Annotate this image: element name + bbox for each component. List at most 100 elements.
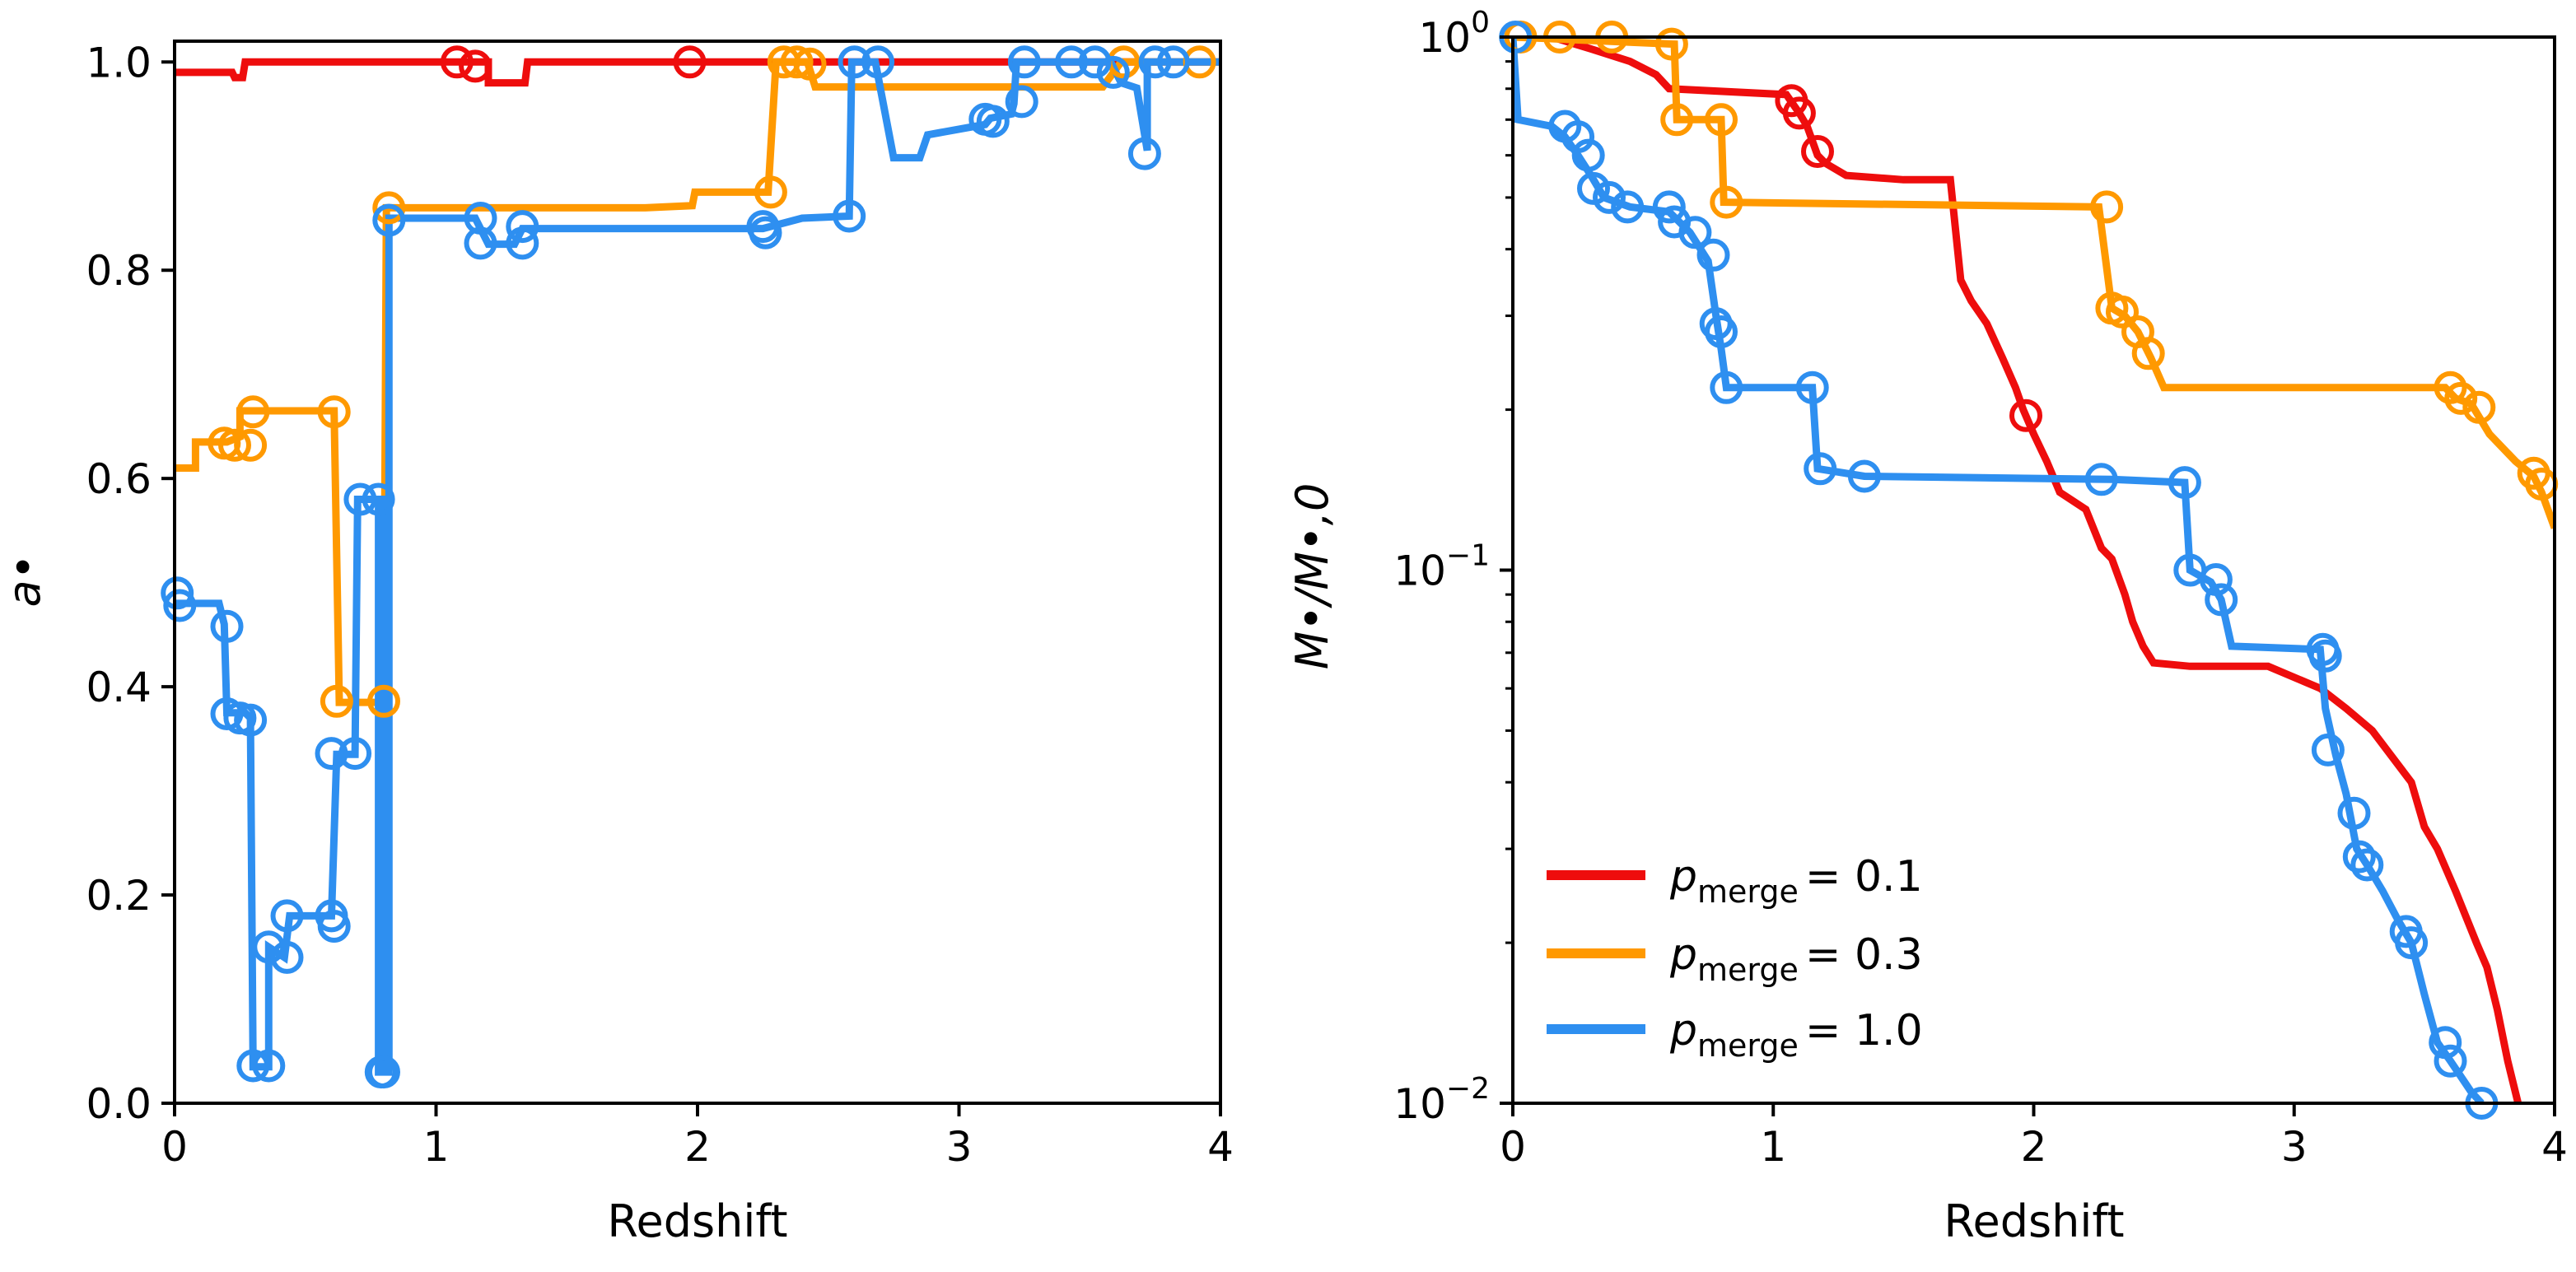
left-marker-p-merge-0-3-4 [317,395,351,429]
tick-base: 10 [1418,14,1471,62]
right-x-tick-label: 4 [2541,1123,2568,1171]
left-marker-p-merge-0-1-0 [440,45,474,79]
left-x-tick-label: 4 [1207,1123,1234,1171]
legend-label-sub: merge [1697,874,1799,910]
left-x-axis-label: Redshift [607,1195,787,1247]
left-marker-p-merge-1-0-10 [270,899,304,933]
left-marker-p-merge-1-0-16 [362,482,395,516]
right-marker-p-merge-1-0-23 [2308,639,2342,673]
left-marker-p-merge-1-0-36 [1127,137,1161,170]
right-marker-p-merge-0-3-11 [2131,337,2165,370]
legend-label-value: = 1.0 [1805,1006,1923,1055]
left-x-ticks: 0 1 2 3 4 [161,1103,1234,1171]
legend-entry-pmerge-1-0: pmerge = 1.0 [1547,1006,1923,1064]
left-y-axis-label: a• [0,554,50,608]
left-marker-p-merge-1-0-34 [1078,45,1112,79]
left-marker-p-merge-1-0-38 [1156,45,1190,79]
right-marker-p-merge-1-0-7 [1652,190,1686,224]
left-marker-p-merge-1-0-23 [506,210,539,244]
left-marker-p-merge-1-0-7 [252,1049,286,1083]
right-y-axis-label: M•/M•,0 [1286,483,1338,670]
legend-label-p: p [1669,1006,1697,1055]
right-x-tick-label: 2 [2021,1123,2047,1171]
tick-exponent: −2 [1446,1072,1490,1106]
right-series-line-p-merge-0-1 [1513,37,2522,1103]
right-marker-p-merge-1-0-5 [1593,180,1626,214]
legend-entry-pmerge-0-3: pmerge = 0.3 [1547,930,1923,988]
right-marker-p-merge-0-3-9 [2106,295,2139,328]
legend-label-p: p [1669,852,1697,902]
left-series-group [175,58,1220,1076]
right-x-axis-label: Redshift [1944,1195,2124,1247]
left-marker-p-merge-1-0-14 [338,737,372,771]
right-marker-p-merge-0-3-3 [1654,27,1688,61]
left-marker-p-merge-1-0-20 [464,202,497,235]
left-marker-p-merge-1-0-8 [252,930,286,964]
right-marker-p-merge-1-0-15 [1804,452,1837,486]
left-marker-p-merge-0-1-1 [459,49,492,83]
left-marker-p-merge-0-3-8 [754,175,787,209]
right-marker-p-merge-0-1-1 [1782,96,1816,130]
left-marker-p-merge-1-0-26 [833,199,866,233]
left-marker-p-merge-0-3-6 [367,684,400,718]
right-y-tick-label: 10−1 [1393,539,1490,595]
right-marker-p-merge-1-0-17 [2084,463,2118,496]
left-marker-p-merge-1-0-37 [1138,45,1172,79]
left-marker-p-merge-1-0-19 [372,203,406,237]
right-series-line-p-merge-0-3 [1513,37,2555,529]
left-y-ticks: 0.0 0.2 0.4 0.6 0.8 1.0 [86,39,175,1128]
legend-label-pmerge-0-1: pmerge = 0.1 [1669,852,1923,910]
legend-label-sub: merge [1697,1027,1799,1064]
left-marker-p-merge-1-0-6 [236,1049,270,1083]
left-marker-p-merge-1-0-2 [210,609,244,643]
left-marker-p-merge-0-3-2 [234,428,268,462]
left-y-tick-label: 1.0 [86,39,152,86]
right-marker-p-merge-1-0-29 [2395,926,2429,960]
right-marker-p-merge-1-0-25 [2337,796,2371,830]
left-marker-p-merge-1-0-9 [270,940,304,974]
right-marker-p-merge-1-0-3 [1571,138,1605,172]
right-marker-p-merge-1-0-10 [1696,238,1730,272]
right-marker-p-merge-0-3-12 [2434,370,2467,404]
left-marker-p-merge-1-0-33 [1055,45,1088,79]
left-marker-p-merge-1-0-5 [234,703,268,737]
right-marker-p-merge-1-0-20 [2199,563,2233,596]
tick-base: 10 [1393,1080,1446,1128]
tick-base: 10 [1393,547,1446,595]
left-y-tick-label: 0.8 [86,247,152,295]
legend-entry-pmerge-0-1: pmerge = 0.1 [1547,852,1923,910]
tick-exponent: −1 [1446,539,1490,573]
left-marker-p-merge-0-3-11 [793,47,827,81]
left-markers-group [161,45,1216,1089]
left-marker-p-merge-0-3-3 [236,395,270,429]
left-panel: 0 1 2 3 4 0.0 0.2 0.4 0.6 0.8 1.0 Redshift a• [0,39,1234,1247]
right-marker-p-merge-0-3-4 [1660,103,1694,137]
right-y-tick-label: 10−2 [1393,1072,1490,1128]
left-marker-p-merge-1-0-18 [367,1055,400,1089]
legend-label-pmerge-0-3: pmerge = 0.3 [1669,930,1923,988]
left-y-tick-label: 0.6 [86,455,152,503]
left-y-tick-label: 0.0 [86,1080,152,1128]
left-marker-p-merge-1-0-27 [838,45,871,79]
right-marker-p-merge-0-3-14 [2462,390,2496,424]
right-marker-p-merge-0-3-6 [1710,185,1743,219]
left-series-line-p-merge-0-3 [175,58,1220,706]
left-x-tick-label: 2 [684,1123,711,1171]
right-marker-p-merge-0-3-7 [2090,190,2124,224]
left-marker-p-merge-1-0-1 [163,589,197,622]
left-marker-p-merge-1-0-35 [1096,55,1130,89]
right-x-tick-label: 3 [2281,1123,2308,1171]
right-marker-p-merge-0-3-13 [2444,381,2478,415]
right-marker-p-merge-0-3-5 [1705,103,1738,137]
left-marker-p-merge-1-0-30 [976,105,1010,138]
left-marker-p-merge-0-3-10 [780,45,814,79]
left-x-tick-label: 1 [423,1123,450,1171]
left-marker-p-merge-1-0-32 [1007,45,1041,79]
right-marker-p-merge-1-0-13 [1710,370,1743,404]
left-marker-p-merge-0-1-2 [673,45,707,79]
right-x-tick-label: 1 [1760,1123,1786,1171]
legend-label-value: = 0.3 [1805,930,1923,980]
